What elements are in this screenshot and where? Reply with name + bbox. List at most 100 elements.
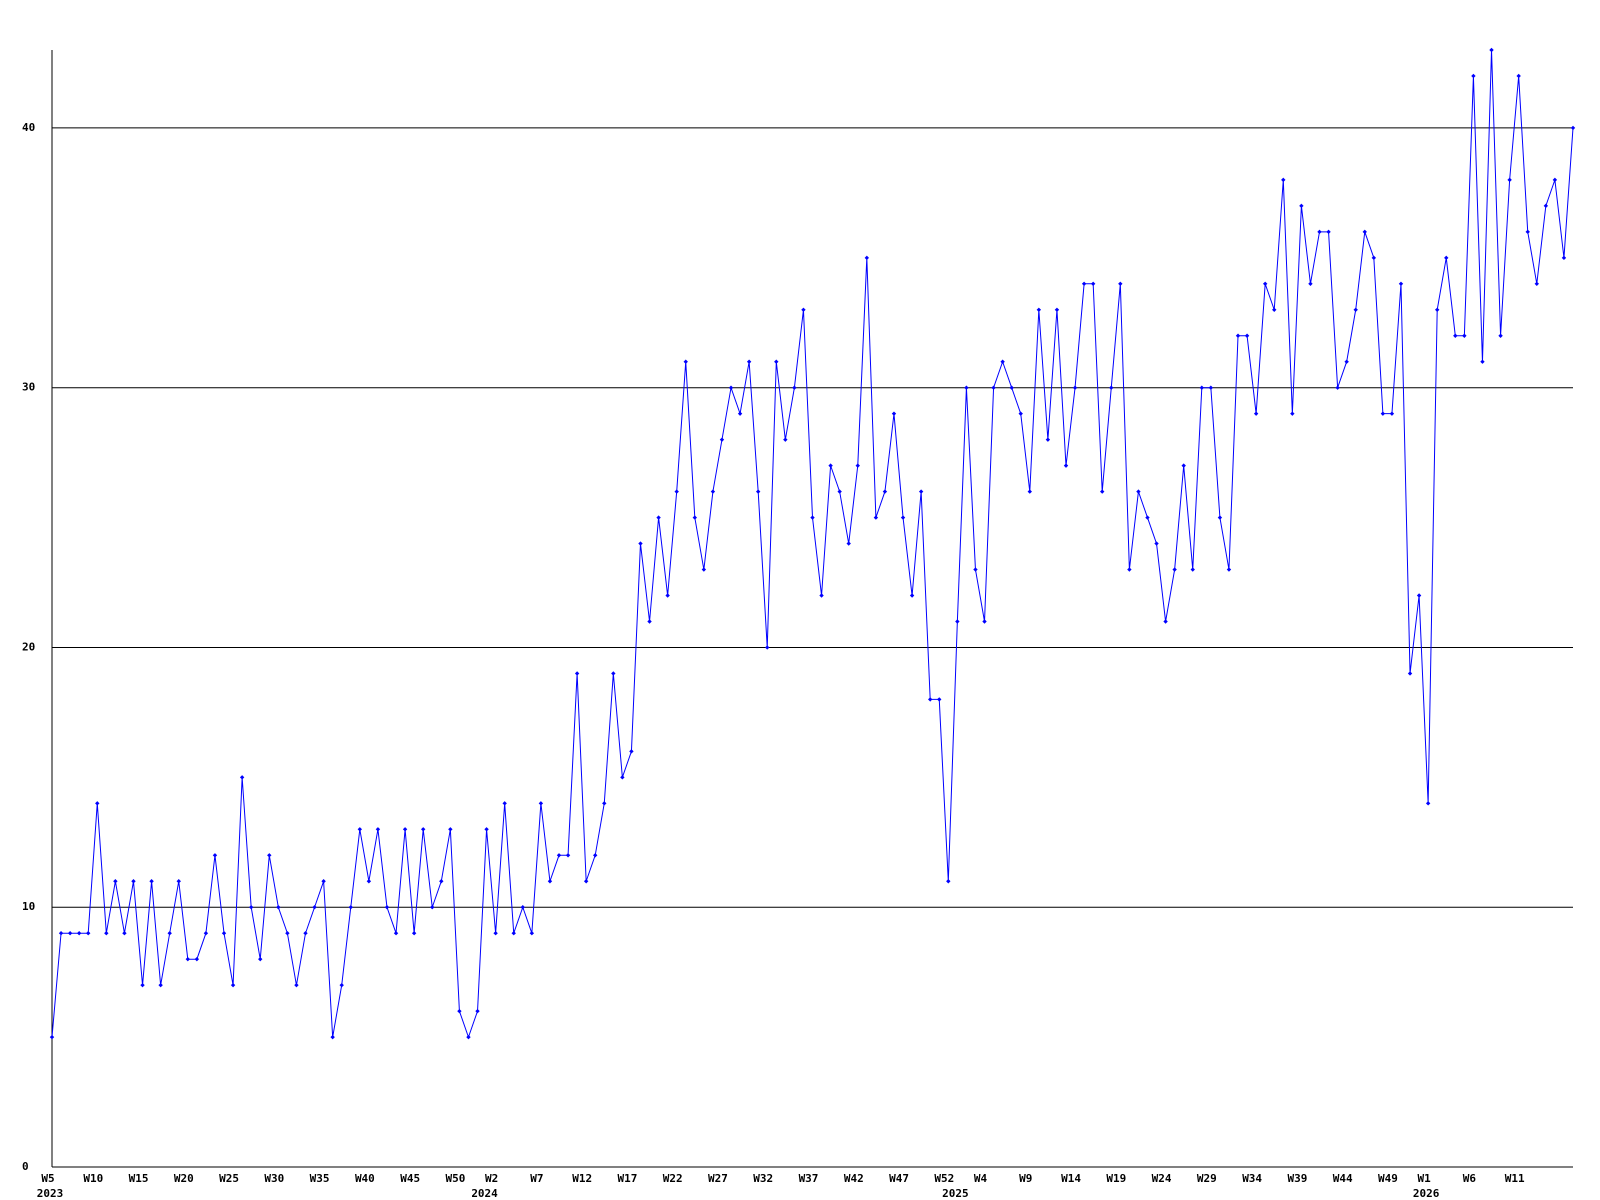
data-point (466, 1034, 471, 1040)
data-point (746, 359, 752, 364)
data-point (230, 982, 236, 988)
y-tick-label: 0 (22, 1160, 29, 1173)
x-tick-label: W12 (572, 1172, 592, 1185)
data-point (1226, 567, 1232, 572)
y-tick-label: 10 (22, 900, 35, 913)
data-point (755, 489, 761, 494)
data-point (1380, 411, 1386, 416)
data-point (1525, 229, 1530, 235)
data-point (882, 489, 888, 494)
data-point (973, 567, 978, 572)
x-tick-label: W39 (1287, 1172, 1307, 1185)
data-point (384, 905, 390, 910)
data-point (801, 307, 806, 312)
data-point (1045, 437, 1051, 442)
data-point (1145, 515, 1150, 520)
data-point (1072, 385, 1078, 390)
data-point (1281, 177, 1286, 183)
data-point (248, 905, 254, 910)
data-point (1326, 229, 1331, 235)
data-point (1244, 333, 1250, 338)
data-point (194, 956, 200, 962)
data-point (1516, 73, 1521, 79)
x-tick-label: W49 (1378, 1172, 1398, 1185)
data-point (267, 853, 272, 858)
data-point (484, 827, 489, 832)
x-tick-label: W22 (663, 1172, 683, 1185)
data-point (602, 801, 607, 806)
data-point (203, 931, 209, 936)
data-point (909, 593, 915, 598)
data-point (792, 385, 797, 390)
data-point (629, 749, 634, 754)
x-tick-label: W10 (83, 1172, 103, 1185)
data-point (321, 879, 326, 884)
x-tick-label: W44 (1333, 1172, 1353, 1185)
data-point (339, 982, 344, 988)
data-point (900, 515, 906, 520)
data-point (1389, 411, 1395, 416)
data-point (1398, 281, 1404, 286)
data-point (312, 905, 317, 910)
x-tick-label: W37 (799, 1172, 819, 1185)
data-point (538, 801, 544, 806)
data-point (1172, 567, 1177, 572)
x-tick-label: W47 (889, 1172, 909, 1185)
data-point (113, 879, 118, 884)
data-point (638, 541, 643, 546)
data-point (475, 1008, 480, 1014)
data-point (1462, 333, 1467, 338)
data-point (511, 931, 516, 936)
data-point (891, 411, 897, 416)
data-point (1371, 255, 1377, 261)
data-point (1335, 385, 1340, 390)
data-point (927, 697, 933, 702)
data-point (1570, 125, 1576, 131)
data-point (565, 853, 571, 858)
data-point (95, 801, 100, 806)
data-point (1416, 593, 1422, 598)
data-point (1081, 281, 1087, 286)
data-point (837, 489, 842, 494)
data-point (1353, 307, 1358, 312)
x-tick-label: W29 (1197, 1172, 1217, 1185)
data-point (674, 489, 679, 494)
data-point (1109, 385, 1114, 390)
x-tick-label: W30 (264, 1172, 284, 1185)
data-point (212, 853, 218, 858)
data-point (728, 385, 734, 390)
data-point (1036, 307, 1042, 312)
x-tick-label: W17 (617, 1172, 637, 1185)
data-point (149, 879, 154, 884)
data-point (375, 827, 381, 832)
data-point (1308, 281, 1313, 286)
x-tick-label: W15 (129, 1172, 149, 1185)
data-point (457, 1008, 462, 1014)
data-point (1480, 359, 1485, 364)
data-point (1163, 619, 1168, 624)
data-point (946, 879, 951, 884)
x-tick-label: W2 (485, 1172, 498, 1185)
y-tick-label: 20 (22, 640, 35, 653)
data-point (593, 853, 598, 858)
data-point (765, 645, 770, 650)
data-point (1434, 307, 1440, 312)
data-point (131, 879, 136, 884)
x-year-label: 2026 (1413, 1187, 1440, 1200)
data-point (819, 593, 824, 598)
data-point (556, 853, 562, 858)
data-point (1344, 359, 1349, 364)
data-point (393, 931, 399, 936)
x-tick-label: W42 (844, 1172, 864, 1185)
data-point (104, 931, 109, 936)
data-point (1190, 567, 1195, 572)
x-tick-label: W52 (934, 1172, 954, 1185)
data-point (1090, 281, 1096, 286)
data-point (828, 463, 833, 468)
data-point (1235, 333, 1241, 338)
data-point (1362, 229, 1367, 235)
x-tick-label: W7 (530, 1172, 543, 1185)
data-point (737, 411, 743, 416)
data-point (810, 515, 815, 520)
